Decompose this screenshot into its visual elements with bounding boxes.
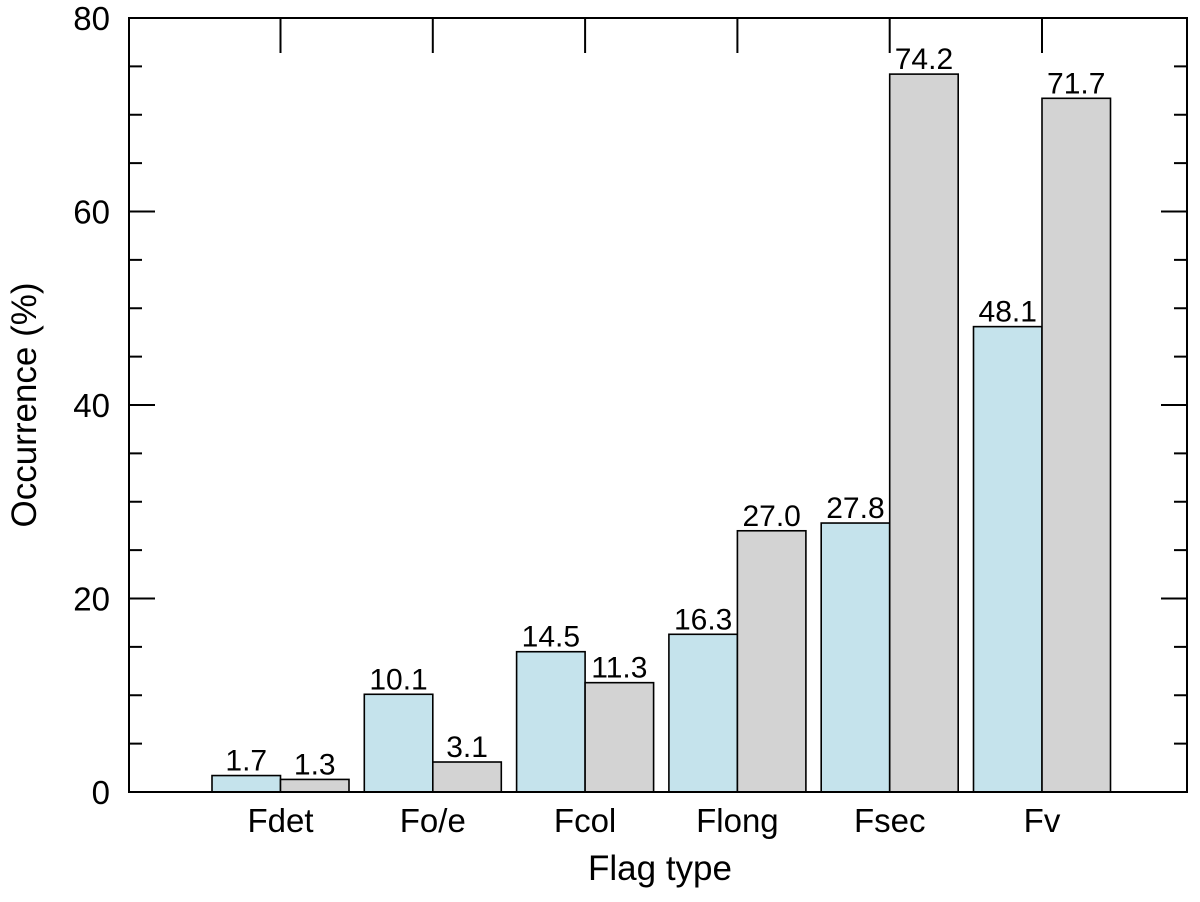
bar-flong-series-2 [736,529,807,793]
bar-value-label: 3.1 [446,731,488,764]
bar-value-label: 11.3 [591,652,647,685]
bar-value-label: 10.1 [369,663,427,696]
x-category-label: Fo/e [400,802,466,839]
bar-fsec-series-1 [820,522,891,793]
bar-value-label: 1.3 [294,748,336,781]
bar-fcol-series-1 [515,650,586,793]
x-category-label: Fcol [554,802,616,839]
y-tick-label: 40 [73,387,110,424]
bar-flong-series-1 [668,633,739,793]
bar-value-label: 71.7 [1047,67,1105,100]
plot-frame [128,17,1188,793]
bar-value-label: 48.1 [979,296,1037,329]
bar-value-label: 16.3 [674,603,732,636]
y-tick-label: 20 [73,581,110,618]
x-category-label: Fsec [854,802,926,839]
bar-fsec-series-2 [888,73,960,793]
bar-fv-series-2 [1041,97,1112,793]
x-category-label: Flong [696,802,779,839]
bar-value-label: 14.5 [522,621,580,654]
bar-fv-series-1 [972,325,1043,793]
x-category-label: Fdet [247,802,313,839]
x-axis-title: Flag type [588,849,732,888]
y-axis-title: Occurrence (%) [5,282,44,527]
bar-value-label: 27.8 [826,492,884,525]
bar-fdet-series-1 [211,774,282,793]
bar-value-label: 74.2 [895,43,953,76]
bar-value-label: 1.7 [225,745,267,778]
y-tick-label: 60 [73,194,110,231]
bar-fo-e-series-2 [431,761,503,793]
bar-fo-e-series-1 [363,693,434,793]
y-tick-label: 80 [73,0,110,37]
y-tick-label: 0 [92,774,110,811]
bar-fcol-series-2 [584,681,655,793]
bar-value-label: 27.0 [742,500,800,533]
x-category-label: Fv [1024,802,1061,839]
